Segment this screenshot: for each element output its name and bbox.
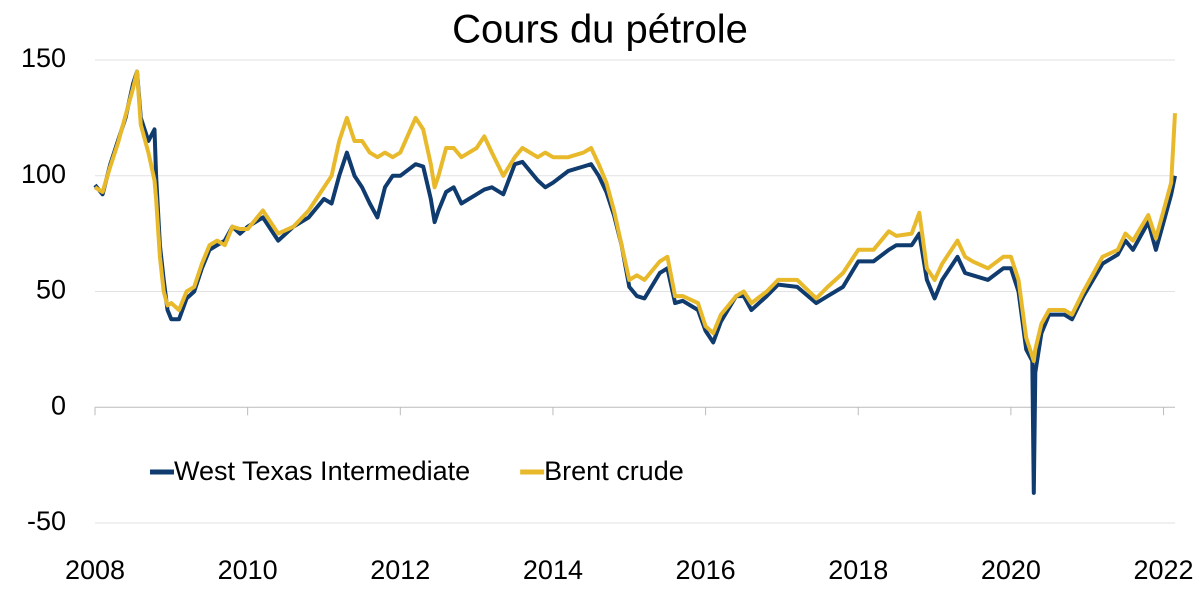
y-tick-label: 150 [21, 43, 66, 73]
series-line [93, 69, 1177, 495]
x-tick-label: 2008 [65, 555, 125, 585]
x-tick-label: 2022 [1134, 555, 1194, 585]
y-tick-label: 50 [36, 275, 66, 305]
y-tick-label: 0 [51, 390, 66, 420]
x-tick-label: 2010 [218, 555, 278, 585]
x-tick-label: 2018 [828, 555, 888, 585]
x-tick-label: 2014 [523, 555, 583, 585]
legend-label: West Texas Intermediate [174, 456, 470, 486]
x-tick-label: 2016 [676, 555, 736, 585]
x-tick-label: 2020 [981, 555, 1041, 585]
y-tick-label: 100 [21, 159, 66, 189]
legend-label: Brent crude [544, 456, 684, 486]
chart-title: Cours du pétrole [452, 8, 748, 52]
x-tick-label: 2012 [370, 555, 430, 585]
series-line [93, 69, 1177, 363]
y-tick-label: -50 [27, 506, 66, 536]
